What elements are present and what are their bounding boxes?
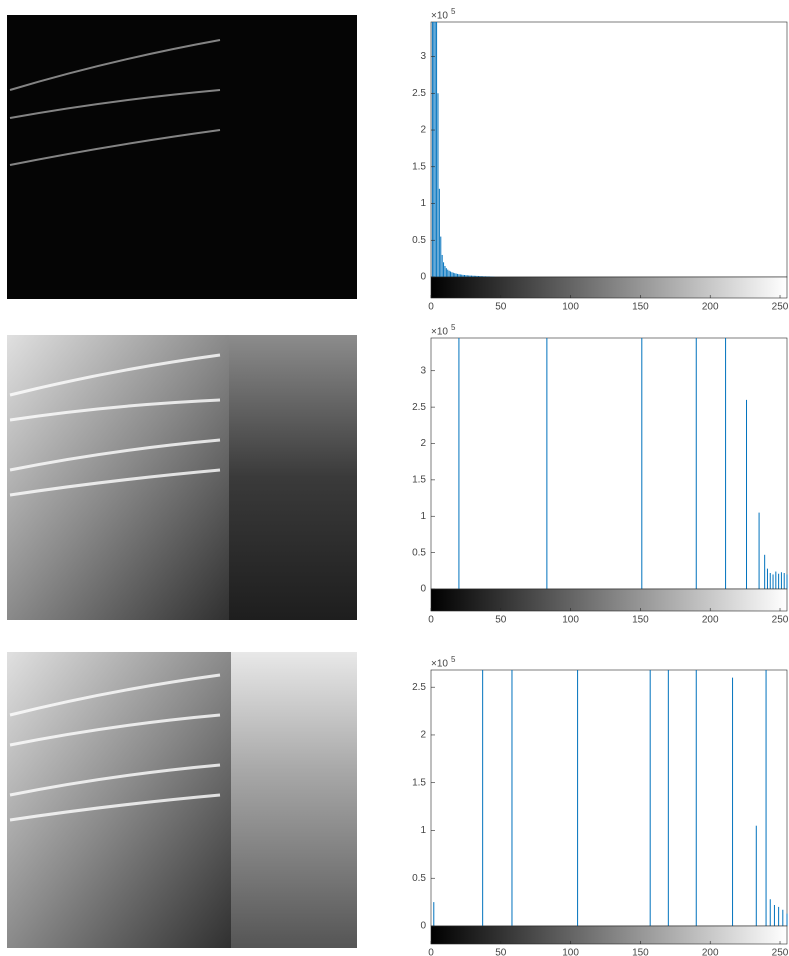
y-tick-label: 2.5 — [412, 402, 426, 413]
x-tick-label: 100 — [562, 615, 579, 626]
x-tick-label: 250 — [772, 615, 789, 626]
image-3 — [7, 652, 357, 948]
y-exponent-power: 5 — [451, 323, 456, 332]
x-tick-label: 200 — [702, 948, 719, 956]
y-tick-label: 0.5 — [412, 547, 426, 558]
y-tick-label: 2 — [420, 438, 426, 449]
y-tick-label: 1.5 — [412, 777, 426, 788]
image-1 — [7, 15, 357, 299]
y-tick-label: 0.5 — [412, 873, 426, 884]
x-tick-label: 150 — [632, 302, 649, 313]
y-exponent-base: ×10 — [431, 327, 448, 338]
x-tick-label: 50 — [495, 615, 507, 626]
image-2 — [7, 335, 357, 620]
y-tick-label: 1 — [420, 511, 426, 522]
x-tick-label: 100 — [562, 302, 579, 313]
y-tick-label: 0 — [420, 584, 426, 595]
x-tick-label: 50 — [495, 948, 507, 956]
x-tick-label: 250 — [772, 948, 789, 956]
plot-area — [430, 21, 788, 278]
y-tick-label: 1.5 — [412, 475, 426, 486]
y-exponent-base: ×10 — [431, 11, 448, 22]
x-tick-label: 100 — [562, 948, 579, 956]
x-tick-label: 0 — [428, 302, 434, 313]
y-exponent-power: 5 — [451, 7, 456, 16]
x-tick-label: 0 — [428, 615, 434, 626]
y-tick-label: 1 — [420, 825, 426, 836]
y-tick-label: 2 — [420, 125, 426, 136]
y-tick-label: 3 — [420, 51, 426, 62]
y-tick-label: 0 — [420, 921, 426, 932]
y-tick-label: 1 — [420, 198, 426, 209]
y-tick-label: 0 — [420, 272, 426, 283]
plot-area — [430, 669, 788, 927]
y-tick-label: 3 — [420, 365, 426, 376]
colorbar — [430, 588, 788, 612]
colorbar — [430, 276, 788, 299]
x-tick-label: 0 — [428, 948, 434, 956]
x-tick-label: 250 — [772, 302, 789, 313]
y-tick-label: 0.5 — [412, 235, 426, 246]
x-tick-label: 150 — [632, 948, 649, 956]
y-tick-label: 2.5 — [412, 88, 426, 99]
x-tick-label: 150 — [632, 615, 649, 626]
colorbar — [430, 925, 788, 945]
y-tick-label: 2 — [420, 730, 426, 741]
x-tick-label: 50 — [495, 302, 507, 313]
y-tick-label: 2.5 — [412, 682, 426, 693]
y-exponent-base: ×10 — [431, 659, 448, 670]
y-tick-label: 1.5 — [412, 161, 426, 172]
plot-area — [430, 337, 788, 590]
x-tick-label: 200 — [702, 615, 719, 626]
x-tick-label: 200 — [702, 302, 719, 313]
y-exponent-power: 5 — [451, 655, 456, 664]
